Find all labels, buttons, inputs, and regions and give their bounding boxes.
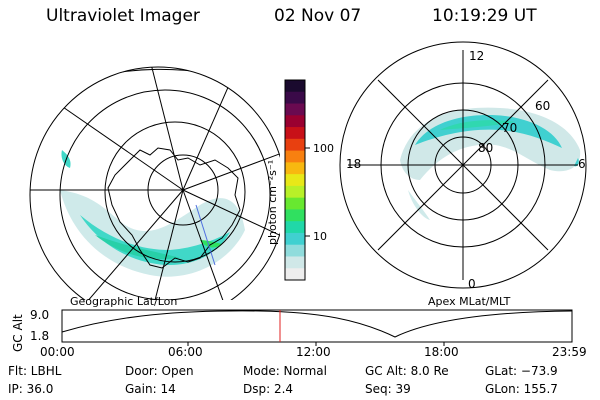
colorbar-segment	[285, 232, 305, 246]
geographic-caption: Geographic Lat/Lon	[70, 295, 178, 308]
colorbar-segment	[285, 162, 305, 175]
aurora-emission	[60, 150, 245, 277]
timeline-x-label: 00:00	[40, 345, 75, 359]
colorbar-segment	[285, 127, 305, 140]
mlt-label-18: 18	[346, 157, 361, 171]
colorbar-frame	[284, 79, 306, 281]
mode-info: Mode: Normal	[243, 364, 327, 378]
seq-info: Seq: 39	[365, 382, 411, 396]
glon-info: GLon: 155.7	[485, 382, 558, 396]
colorbar-unit-label: photon cm⁻²s⁻¹	[266, 160, 279, 245]
colorbar-segment	[285, 209, 305, 222]
colorbar-segment	[285, 174, 305, 187]
instrument-title: Ultraviolet Imager	[46, 6, 200, 26]
gc-alt-info: GC Alt: 8.0 Re	[365, 364, 449, 378]
gain-info: Gain: 14	[125, 382, 176, 396]
time-label: 10:19:29 UT	[432, 6, 537, 26]
timeline-x-label: 23:59	[552, 345, 587, 359]
timeline-x-label: 12:00	[296, 345, 331, 359]
colorbar: 100 10 photon cm⁻²s⁻¹	[266, 79, 334, 281]
timeline-frame	[61, 309, 573, 343]
aurora-emission	[400, 107, 581, 220]
geographic-map	[29, 66, 280, 300]
colorbar-segment	[285, 221, 305, 234]
magnetic-caption: Apex MLat/MLT	[428, 295, 511, 308]
map-boundary	[29, 66, 280, 300]
mlat-label-80: 80	[478, 141, 493, 155]
mlat-label-70: 70	[502, 121, 517, 135]
mlt-label-12: 12	[469, 49, 484, 63]
timeline-x-label: 18:00	[424, 345, 459, 359]
altitude-curve	[61, 310, 573, 338]
timeline-y-label: 9.0	[30, 308, 49, 322]
colorbar-segment	[285, 150, 305, 163]
date-label: 02 Nov 07	[274, 6, 362, 26]
mlat-mlt-grid	[339, 41, 587, 289]
colorbar-segment	[285, 244, 305, 257]
mlt-label-0: 0	[468, 277, 476, 291]
colorbar-segment	[285, 103, 305, 116]
glat-info: GLat: −73.9	[485, 364, 558, 378]
colorbar-segment	[285, 91, 305, 105]
terminator-line	[195, 204, 216, 266]
magnetic-polar-plot: 12 18 6 0 60 70 80	[339, 41, 587, 291]
colorbar-segment	[285, 138, 305, 152]
dsp-info: Dsp: 2.4	[243, 382, 294, 396]
colorbar-segment	[285, 256, 305, 269]
timeline-axis-label: GC Alt	[11, 314, 25, 352]
altitude-timeline: GC Alt 9.0 1.8	[11, 308, 573, 352]
colorbar-tick-label: 100	[313, 142, 334, 155]
colorbar-segment	[285, 80, 305, 93]
coastline	[107, 147, 241, 269]
mlat-label-60: 60	[535, 99, 550, 113]
colorbar-segment	[285, 115, 305, 128]
timeline-y-label: 1.8	[30, 329, 49, 343]
door-info: Door: Open	[125, 364, 194, 378]
mlt-label-6: 6	[578, 157, 586, 171]
colorbar-segment	[285, 268, 305, 281]
ip-info: IP: 36.0	[8, 382, 54, 396]
colorbar-segment	[285, 185, 305, 199]
colorbar-tick-label: 10	[313, 230, 327, 243]
colorbar-segment	[285, 197, 305, 210]
filter-info: Flt: LBHL	[8, 364, 62, 378]
timeline-x-label: 06:00	[168, 345, 203, 359]
